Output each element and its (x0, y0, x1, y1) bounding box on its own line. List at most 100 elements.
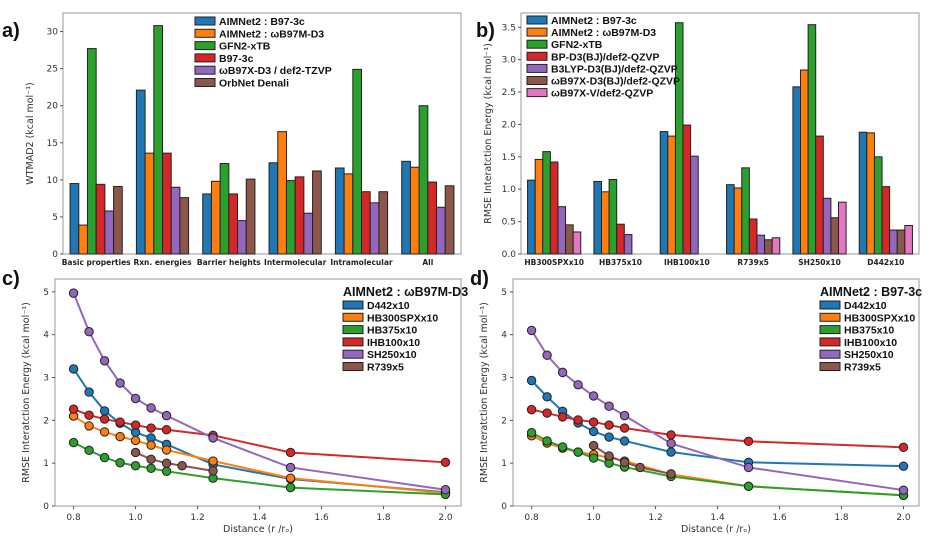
x-tick-label: HB375x10 (599, 258, 642, 267)
x-axis-label: Distance (r /rₒ) (223, 524, 293, 535)
data-point (146, 440, 156, 450)
series-line (72, 292, 446, 491)
legend-swatch (194, 65, 216, 75)
data-point (161, 410, 172, 421)
bar (179, 197, 190, 255)
data-point (208, 456, 218, 466)
data-point (285, 447, 296, 458)
data-point (146, 423, 156, 433)
legend-swatch (194, 28, 216, 38)
data-point (666, 438, 676, 449)
y-tick-label: 0 (501, 502, 507, 512)
data-point (84, 445, 94, 456)
y-tick-label: 1 (43, 459, 49, 469)
bar (741, 167, 750, 255)
bar (815, 135, 824, 255)
data-point (84, 421, 94, 431)
x-tick-label: Intermolecular (264, 258, 327, 267)
legend-entry: IHB100x10 (367, 337, 420, 349)
bar (838, 201, 847, 255)
axes-frame (520, 12, 920, 255)
bar (889, 229, 898, 255)
bar (756, 234, 766, 255)
legend-entry: B3LYP-D3(BJ)/def2-QZVP (551, 63, 678, 75)
y-axis-label: RMSE Interatction Energy (kcal mol⁻¹) (483, 43, 494, 224)
axes-frame (62, 12, 462, 255)
data-point (635, 462, 645, 473)
data-point (99, 427, 110, 437)
bar (303, 212, 314, 255)
y-tick-label: 3.0 (502, 56, 517, 66)
bar (219, 163, 230, 255)
legend-swatch (194, 16, 216, 26)
data-point (588, 440, 599, 451)
x-tick-label: Basic properties (62, 258, 131, 267)
bar (674, 22, 684, 255)
x-tick-label: 1.6 (772, 513, 787, 523)
x-tick-label: R739x5 (737, 258, 769, 267)
bar (557, 206, 567, 255)
bar (764, 239, 773, 255)
y-tick-label: 5 (501, 288, 507, 298)
y-tick-label: 4 (501, 331, 507, 341)
data-point (161, 445, 172, 455)
legend-swatch (526, 39, 548, 49)
y-tick-label: 25 (47, 65, 58, 75)
bar (95, 183, 106, 255)
bar (78, 224, 88, 255)
data-point (557, 367, 568, 378)
y-tick-label: 2.5 (502, 88, 516, 98)
data-point (619, 457, 630, 468)
y-axis-label: WTMAD2 (kcal mol⁻¹) (25, 82, 36, 184)
x-tick-label: Intramolecular (330, 258, 393, 267)
data-point (440, 485, 451, 495)
bar (285, 180, 296, 255)
axes-frame (54, 278, 462, 507)
x-tick-label: HB300SPXx10 (524, 258, 584, 267)
legend-entry: ωB97X-V/def2-QZVP (551, 88, 653, 100)
bar (726, 184, 735, 255)
bar (268, 162, 279, 255)
data-point (666, 447, 676, 457)
bar (771, 237, 781, 255)
data-point (440, 457, 451, 468)
legend-entry: R739x5 (844, 362, 881, 374)
bar (104, 210, 115, 255)
bar (608, 178, 618, 255)
data-point (146, 463, 156, 474)
y-tick-label: 3 (501, 374, 507, 384)
bar (113, 186, 123, 255)
series-line (73, 408, 446, 464)
bar (135, 89, 146, 255)
data-point (743, 481, 754, 491)
bar (237, 220, 247, 255)
y-tick-label: 3 (43, 374, 49, 384)
data-point (161, 458, 172, 468)
data-point (84, 387, 94, 397)
legend-entry: AIMNet2 : B97-3c (551, 15, 637, 27)
data-point (526, 325, 537, 336)
x-tick-label: All (422, 258, 433, 267)
bar (86, 48, 97, 255)
bar (294, 176, 305, 255)
data-point (542, 408, 552, 418)
y-tick-label: 0 (52, 250, 58, 260)
legend-entry: D442x10 (367, 300, 410, 312)
data-point (285, 482, 296, 493)
bar (667, 135, 676, 255)
series-line (73, 441, 446, 496)
bar (228, 193, 239, 255)
x-tick-label: 1.8 (376, 513, 391, 523)
data-point (619, 410, 630, 421)
data-point (619, 423, 630, 433)
legend-entry: ωB97X-D3 / def2-TZVP (219, 65, 332, 77)
data-point (68, 437, 79, 448)
data-point (526, 375, 537, 386)
panel-label: d) (470, 268, 489, 290)
bar (616, 223, 625, 255)
data-point (285, 473, 296, 483)
legend-swatch (526, 88, 548, 98)
x-tick-label: 1.4 (710, 513, 725, 523)
x-tick-label: Barrier heights (197, 258, 261, 267)
